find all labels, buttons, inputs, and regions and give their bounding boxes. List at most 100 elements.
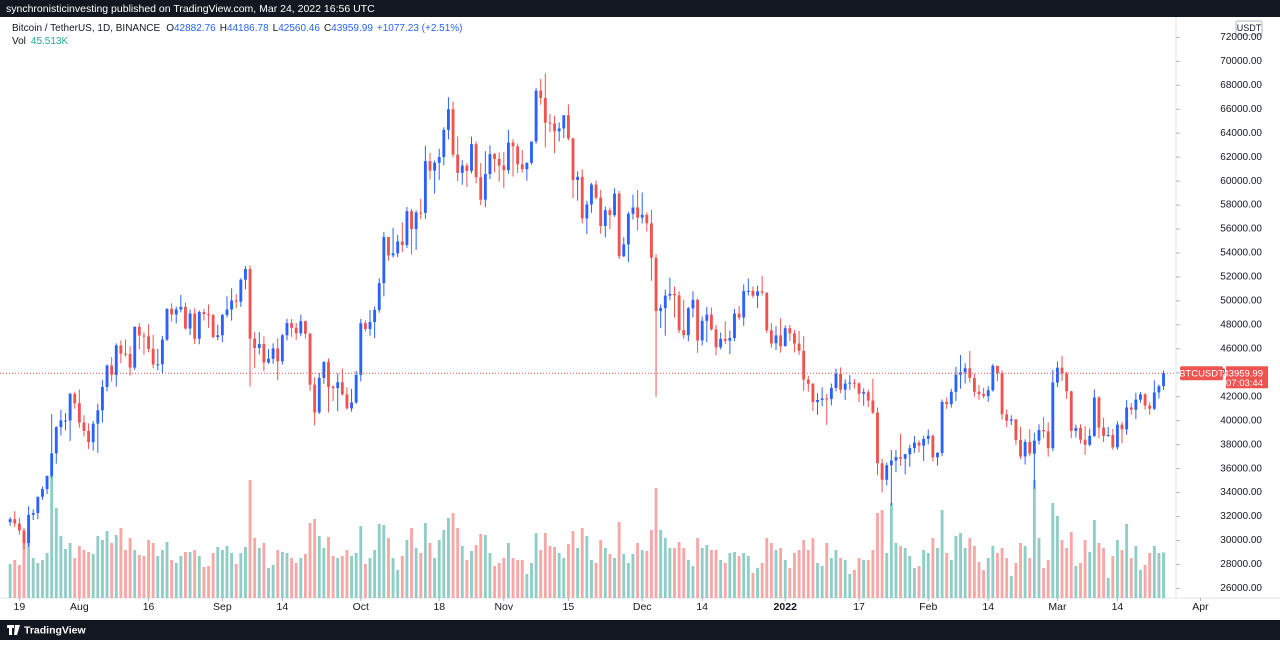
- candle-body: [862, 392, 866, 394]
- y-tick-label: 62000.00: [1220, 152, 1262, 163]
- candle-body: [1134, 399, 1138, 410]
- volume-bar: [986, 558, 990, 598]
- candle-body: [377, 283, 381, 310]
- x-tick-label: Aug: [70, 601, 89, 613]
- candle-body: [216, 335, 220, 337]
- volume-bar: [548, 546, 552, 598]
- candle-body: [1056, 367, 1059, 383]
- currency-box: [1235, 20, 1263, 36]
- candle-body: [650, 223, 653, 258]
- candle-body: [746, 290, 750, 292]
- candle-body: [534, 90, 538, 142]
- candle-body: [202, 312, 206, 315]
- x-tick-label: 15: [563, 601, 575, 613]
- volume-bar: [50, 475, 54, 598]
- candle-body: [1129, 407, 1133, 410]
- volume-bar: [1074, 566, 1078, 598]
- volume-bar: [128, 538, 132, 598]
- volume-bar: [802, 540, 806, 598]
- candle-body: [262, 344, 266, 363]
- candle-body: [1079, 427, 1082, 440]
- volume-bar: [437, 540, 441, 598]
- volume-bar: [682, 548, 686, 598]
- candle-body: [834, 373, 838, 388]
- candle-body: [659, 308, 663, 312]
- candle-body: [410, 211, 413, 230]
- candle-body: [207, 314, 210, 316]
- volume-bar: [793, 553, 796, 598]
- volume-bar: [677, 542, 681, 598]
- candle-body: [234, 300, 238, 302]
- candle-body: [673, 293, 676, 296]
- volume-bar: [516, 560, 520, 598]
- candle-body: [363, 323, 367, 329]
- volume-bar: [760, 563, 764, 598]
- candle-body: [562, 115, 566, 129]
- candle-body: [336, 382, 340, 389]
- x-tick-label: 17: [853, 601, 865, 613]
- candle-body: [391, 253, 395, 256]
- volume-bar: [313, 519, 317, 598]
- volume-bar: [160, 550, 164, 598]
- candle-body: [580, 176, 584, 219]
- volume-bar: [220, 550, 224, 598]
- candle-body: [8, 519, 12, 523]
- volume-bar: [184, 552, 187, 598]
- candle-body: [225, 309, 229, 316]
- volume-bar: [493, 566, 497, 598]
- candle-body: [91, 423, 95, 443]
- candle-body: [502, 165, 506, 171]
- candle-body: [447, 109, 450, 130]
- volume-bar: [299, 558, 303, 598]
- volume-bar: [1083, 540, 1087, 598]
- candle-body: [829, 387, 833, 399]
- candle-body: [340, 382, 344, 395]
- volume-bar: [769, 543, 773, 598]
- volume-bar: [640, 550, 644, 598]
- candle-body: [876, 412, 879, 464]
- candle-body: [742, 291, 746, 318]
- candle-body: [539, 90, 543, 98]
- volume-bar: [1028, 558, 1032, 598]
- candle-body: [368, 322, 372, 329]
- top-bar: [0, 0, 1280, 17]
- candle-body: [788, 328, 792, 334]
- volume-bar: [483, 535, 487, 598]
- candle-body: [1074, 427, 1078, 431]
- volume-bar: [626, 563, 630, 598]
- volume-bar: [290, 558, 294, 598]
- x-tick-label: Nov: [494, 601, 513, 613]
- candle-body: [723, 338, 727, 341]
- volume-bar: [414, 548, 418, 598]
- candle-body: [982, 394, 986, 397]
- candle-body: [566, 115, 570, 139]
- volume-bar: [110, 543, 114, 598]
- volume-bar: [147, 540, 150, 598]
- volume-bar: [13, 560, 17, 598]
- volume-bar: [829, 558, 833, 598]
- candle-body: [359, 323, 363, 375]
- y-tick-label: 48000.00: [1220, 320, 1262, 331]
- candle-body: [373, 309, 377, 323]
- ohlc-label: H: [220, 23, 227, 34]
- x-tick-label: Oct: [353, 601, 369, 613]
- candle-body: [1014, 419, 1018, 440]
- volume-bar: [668, 548, 672, 598]
- candle-body: [41, 489, 44, 497]
- candle-body: [322, 362, 326, 378]
- candle-body: [73, 393, 77, 404]
- candle-body: [193, 313, 197, 339]
- volume-bar: [816, 563, 819, 598]
- volume-bar: [857, 558, 861, 598]
- volume-bar: [585, 536, 589, 598]
- candle-body: [636, 207, 640, 218]
- candle-body: [926, 435, 930, 439]
- volume-bar: [562, 558, 566, 598]
- volume-bar: [673, 548, 676, 598]
- candle-body: [954, 374, 958, 392]
- volume-bar: [705, 545, 709, 598]
- candle-body: [756, 291, 759, 296]
- volume-bar: [599, 540, 603, 598]
- candle-body: [354, 374, 358, 403]
- candle-body: [1000, 373, 1004, 415]
